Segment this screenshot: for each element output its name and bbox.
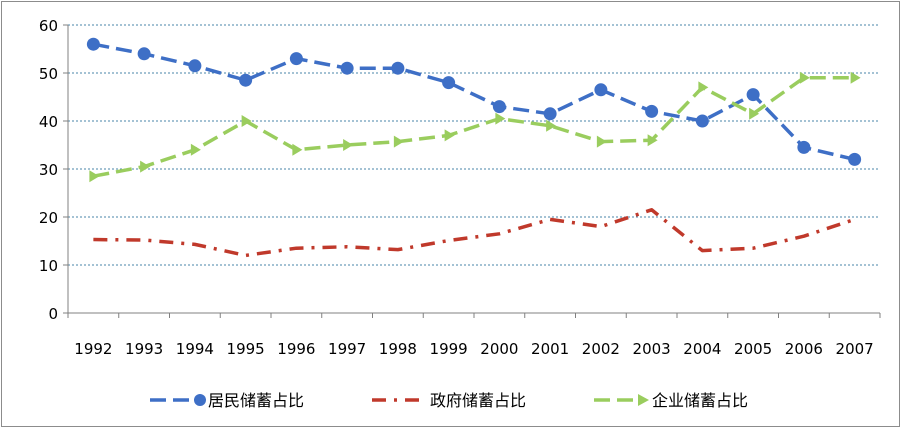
data-point: [645, 104, 659, 118]
data-point: [188, 59, 202, 73]
y-tick-labels: 0 10 20 30 40 50 60: [39, 17, 58, 323]
x-tick-label: 2000: [480, 340, 518, 358]
x-tick-label: 2006: [785, 340, 823, 358]
x-tick-label: 2005: [734, 340, 772, 358]
data-point: [241, 115, 252, 127]
series-2: [93, 208, 856, 258]
data-point: [86, 37, 100, 51]
data-point: [695, 114, 709, 128]
y-tick-label: 30: [39, 161, 58, 179]
x-tick-label: 1993: [125, 340, 163, 358]
legend-item-3: 企业储蓄占比: [594, 391, 748, 410]
data-point: [594, 83, 608, 97]
legend-label: 政府储蓄占比: [430, 391, 526, 410]
data-point: [596, 135, 607, 148]
axes: [63, 24, 881, 318]
legend-label: 企业储蓄占比: [652, 391, 748, 410]
y-tick-label: 20: [39, 209, 58, 227]
data-point: [239, 73, 253, 87]
data-point: [850, 71, 861, 84]
data-point: [442, 76, 456, 90]
data-point: [140, 160, 151, 173]
data-point: [89, 170, 100, 183]
data-point: [797, 140, 811, 154]
data-point: [746, 88, 760, 102]
data-point: [492, 100, 506, 114]
x-tick-label: 1992: [74, 340, 112, 358]
x-tick-label: 2002: [582, 340, 620, 358]
x-tick-labels: 1992 1993 1994 1995 1996 1997 1998 1999 2000 2001…: [74, 340, 873, 358]
data-point: [393, 135, 404, 148]
legend-label: 居民储蓄占比: [208, 391, 304, 410]
data-point: [543, 107, 557, 121]
data-point: [292, 143, 303, 156]
x-tick-label: 1996: [277, 340, 315, 358]
data-point: [647, 134, 658, 147]
legend-marker: [638, 394, 649, 406]
data-point: [495, 112, 506, 125]
series-1: [86, 37, 862, 166]
series-line: [93, 42, 856, 162]
data-point: [343, 139, 354, 151]
x-tick-label: 2001: [531, 340, 569, 358]
data-point: [546, 119, 557, 132]
y-tick-label: 60: [39, 17, 58, 35]
x-tick-label: 1997: [328, 340, 366, 358]
x-tick-label: 1999: [430, 340, 468, 358]
data-point: [848, 152, 862, 166]
data-point: [340, 61, 354, 75]
data-point: [698, 81, 709, 94]
data-point: [289, 52, 303, 66]
legend-item-1: 居民储蓄占比: [150, 391, 304, 410]
grid-lines: [68, 24, 880, 266]
x-tick-label: 2004: [683, 340, 721, 358]
x-tick-label: 1994: [176, 340, 214, 358]
legend-marker: [194, 394, 206, 406]
y-tick-label: 40: [39, 113, 58, 131]
y-tick-label: 10: [39, 257, 58, 275]
data-point: [391, 61, 405, 75]
series-3: [89, 71, 861, 183]
data-point: [799, 71, 810, 84]
x-tick-label: 2007: [836, 340, 874, 358]
series-line: [93, 76, 855, 178]
data-point: [137, 47, 151, 61]
x-tick-label: 2003: [633, 340, 671, 358]
x-tick-label: 1995: [227, 340, 265, 358]
legend: 居民储蓄占比 政府储蓄占比 企业储蓄占比: [150, 391, 748, 410]
x-tick-label: 1998: [379, 340, 417, 358]
data-point: [749, 107, 760, 120]
y-tick-label: 0: [48, 305, 58, 323]
data-point: [444, 129, 455, 142]
legend-item-2: 政府储蓄占比: [372, 391, 526, 410]
y-tick-label: 50: [39, 65, 58, 83]
series-group: [86, 37, 862, 258]
data-point: [190, 143, 201, 156]
